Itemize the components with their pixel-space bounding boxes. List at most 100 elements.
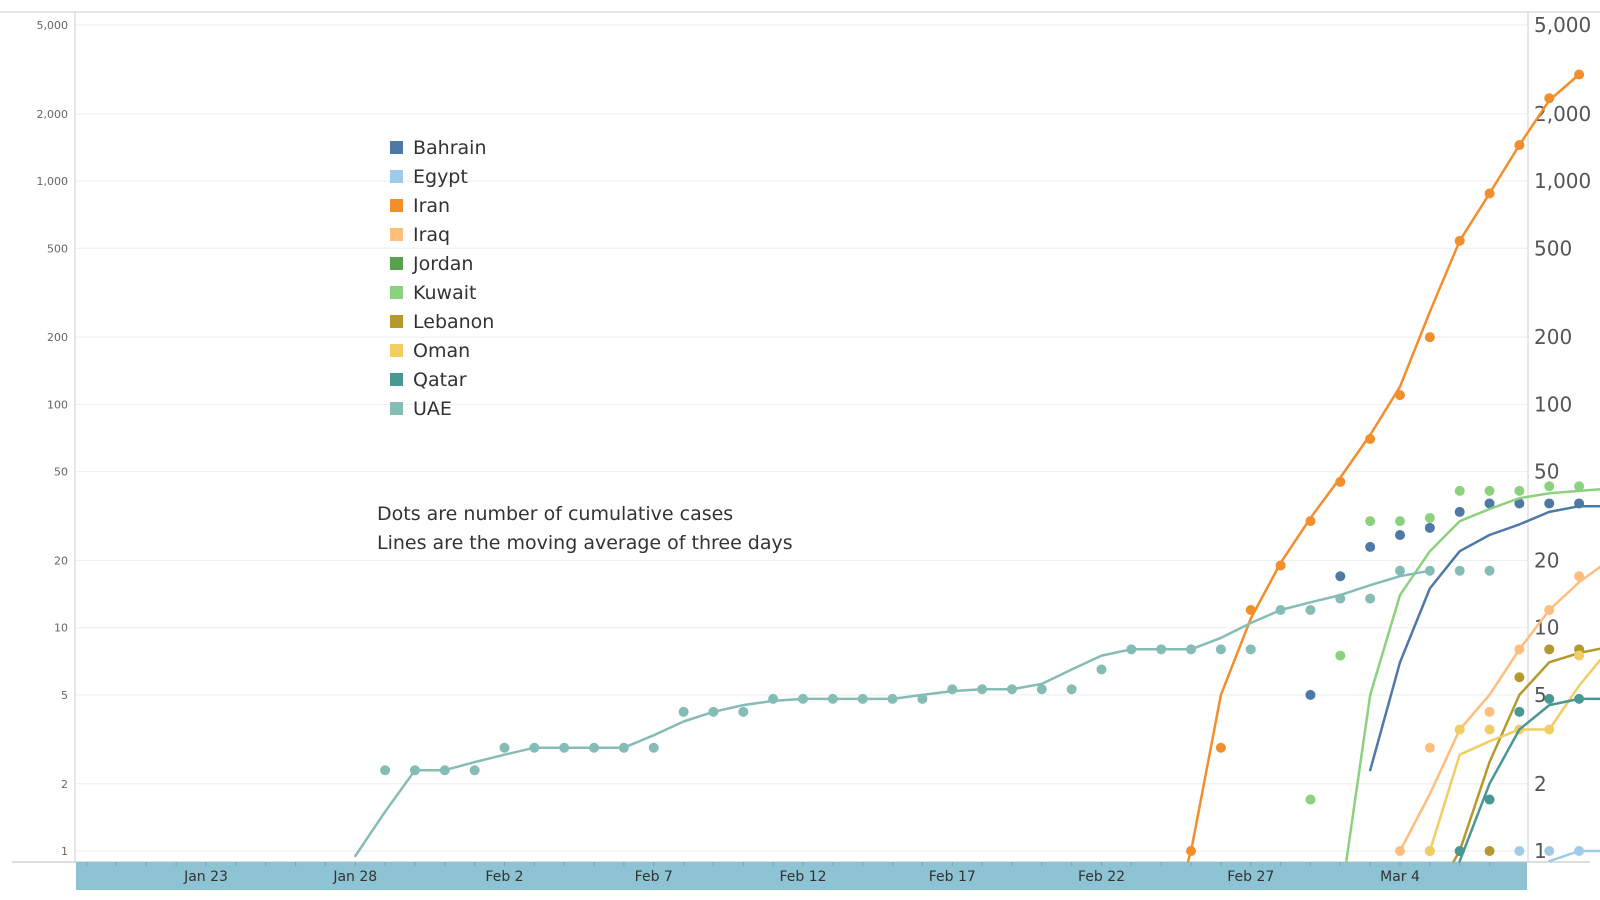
data-point-qatar-2 bbox=[1514, 706, 1525, 717]
data-point-bahrain-3 bbox=[1395, 530, 1405, 541]
y-tick-right-1: 2 bbox=[1534, 772, 1547, 796]
data-point-uae-10 bbox=[678, 706, 689, 717]
x-tick-4: Feb 12 bbox=[779, 869, 826, 885]
data-point-kuwait-8 bbox=[1544, 481, 1555, 492]
data-point-bahrain-4 bbox=[1424, 522, 1435, 533]
data-point-iran-5 bbox=[1335, 476, 1346, 487]
y-tick-right-5: 50 bbox=[1534, 460, 1559, 484]
data-point-uae-36 bbox=[1454, 565, 1465, 576]
y-tick-left-10: 2,000 bbox=[37, 108, 69, 121]
data-point-iran-10 bbox=[1484, 188, 1495, 199]
y-tick-left-0: 1 bbox=[61, 845, 68, 858]
data-point-uae-37 bbox=[1484, 565, 1495, 576]
x-tick-6: Feb 22 bbox=[1078, 869, 1125, 885]
data-point-iran-12 bbox=[1544, 93, 1555, 104]
legend-item-uae: UAE bbox=[390, 394, 494, 423]
legend-swatch-iran bbox=[390, 199, 403, 212]
x-tick-7: Feb 27 bbox=[1227, 869, 1274, 885]
data-point-uae-22 bbox=[1036, 684, 1047, 695]
data-point-bahrain-5 bbox=[1454, 506, 1465, 517]
data-point-iran-13 bbox=[1574, 69, 1585, 80]
data-point-kuwait-6 bbox=[1484, 485, 1495, 496]
data-point-uae-29 bbox=[1245, 644, 1256, 655]
legend-label-lebanon: Lebanon bbox=[413, 310, 495, 333]
legend-item-jordan: Jordan bbox=[390, 249, 494, 278]
legend-item-egypt: Egypt bbox=[390, 162, 494, 191]
data-point-kuwait-5 bbox=[1454, 485, 1465, 496]
y-tick-right-0: 1 bbox=[1534, 839, 1547, 863]
legend-swatch-egypt bbox=[390, 170, 403, 183]
data-point-bahrain-7 bbox=[1514, 498, 1525, 509]
legend-label-qatar: Qatar bbox=[413, 368, 467, 391]
data-point-uae-15 bbox=[827, 693, 838, 704]
legend-swatch-oman bbox=[390, 344, 403, 357]
data-point-uae-24 bbox=[1096, 664, 1107, 675]
y-tick-left-1: 2 bbox=[61, 778, 68, 791]
data-point-egypt-0 bbox=[1514, 846, 1525, 856]
data-point-uae-3 bbox=[469, 765, 480, 776]
legend-item-kuwait: Kuwait bbox=[390, 278, 494, 307]
data-point-uae-19 bbox=[947, 684, 958, 695]
legend-label-bahrain: Bahrain bbox=[413, 136, 487, 159]
data-point-uae-28 bbox=[1215, 644, 1226, 655]
x-tick-5: Feb 17 bbox=[929, 869, 976, 885]
data-point-uae-31 bbox=[1305, 605, 1316, 616]
legend-item-iraq: Iraq bbox=[390, 220, 494, 249]
data-point-iran-7 bbox=[1395, 390, 1405, 401]
data-point-uae-32 bbox=[1335, 593, 1346, 604]
data-point-oman-5 bbox=[1574, 650, 1585, 661]
data-point-kuwait-0 bbox=[1305, 794, 1316, 805]
legend-swatch-jordan bbox=[390, 257, 403, 270]
data-point-iran-4 bbox=[1305, 516, 1316, 527]
y-tick-left-11: 5,000 bbox=[37, 19, 69, 32]
data-point-uae-9 bbox=[648, 742, 659, 753]
data-point-uae-14 bbox=[798, 693, 808, 704]
data-point-kuwait-2 bbox=[1365, 516, 1376, 527]
data-point-uae-1 bbox=[409, 765, 420, 776]
data-point-bahrain-1 bbox=[1335, 571, 1346, 582]
y-tick-left-4: 20 bbox=[54, 554, 68, 567]
series-group bbox=[354, 69, 1600, 863]
y-tick-left-8: 500 bbox=[47, 242, 68, 255]
data-point-egypt-1 bbox=[1544, 846, 1555, 856]
data-point-uae-21 bbox=[1006, 684, 1017, 695]
data-point-uae-30 bbox=[1275, 605, 1286, 616]
legend-item-oman: Oman bbox=[390, 336, 494, 365]
data-point-kuwait-3 bbox=[1395, 516, 1405, 527]
y-tick-right-3: 10 bbox=[1534, 616, 1559, 640]
x-tick-2: Feb 2 bbox=[485, 869, 523, 885]
legend-item-bahrain: Bahrain bbox=[390, 133, 494, 162]
y-tick-right-6: 100 bbox=[1534, 392, 1572, 416]
data-point-bahrain-6 bbox=[1484, 498, 1495, 509]
y-tick-right-8: 500 bbox=[1534, 236, 1572, 260]
legend-item-qatar: Qatar bbox=[390, 365, 494, 394]
data-point-qatar-4 bbox=[1574, 693, 1585, 704]
data-point-bahrain-8 bbox=[1544, 498, 1555, 509]
annotation-line-2: Lines are the moving average of three da… bbox=[377, 532, 793, 554]
data-point-uae-12 bbox=[738, 706, 749, 717]
data-point-egypt-2 bbox=[1574, 846, 1585, 856]
data-point-uae-2 bbox=[439, 765, 450, 776]
legend-swatch-kuwait bbox=[390, 286, 403, 299]
annotation-line-1: Dots are number of cumulative cases bbox=[377, 503, 734, 525]
data-point-uae-25 bbox=[1126, 644, 1137, 655]
x-tick-8: Mar 4 bbox=[1380, 869, 1420, 885]
data-point-iran-1 bbox=[1215, 742, 1226, 753]
legend: Bahrain Egypt Iran Iraq Jordan Kuwait Lebanon O… bbox=[390, 133, 494, 423]
annotation: Dots are number of cumulative cases Line… bbox=[377, 500, 793, 558]
legend-label-iran: Iran bbox=[413, 194, 451, 217]
data-point-uae-11 bbox=[708, 706, 719, 717]
x-axis: Jan 23 Jan 28 Feb 2 Feb 7 Feb 12 Feb 17 Feb 22… bbox=[183, 869, 1420, 885]
data-point-iran-8 bbox=[1424, 332, 1435, 343]
data-point-uae-17 bbox=[887, 693, 898, 704]
data-point-uae-4 bbox=[499, 742, 510, 753]
data-point-uae-34 bbox=[1395, 565, 1405, 576]
legend-label-uae: UAE bbox=[413, 397, 452, 420]
data-point-iran-6 bbox=[1365, 433, 1376, 444]
data-point-iraq-6 bbox=[1574, 571, 1585, 582]
y-tick-right-7: 200 bbox=[1534, 325, 1572, 349]
data-point-oman-1 bbox=[1454, 724, 1465, 735]
data-point-lebanon-4 bbox=[1544, 644, 1555, 655]
data-point-uae-18 bbox=[917, 693, 928, 704]
